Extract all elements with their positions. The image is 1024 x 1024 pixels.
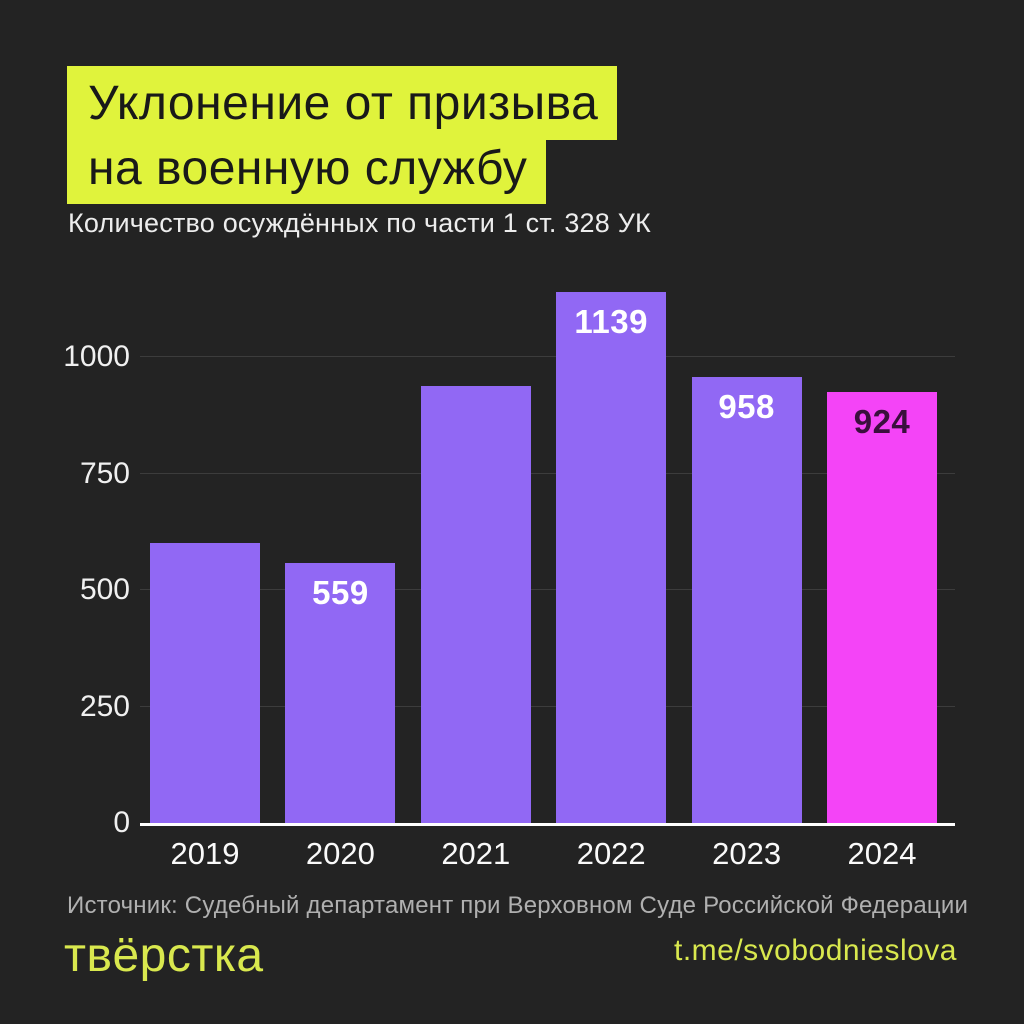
y-axis: 0 250 500 750 1000 bbox=[0, 270, 130, 839]
bar-value-label-2020: 559 bbox=[312, 573, 369, 611]
bar-2024: 924 bbox=[827, 392, 937, 826]
bar-value-label-2024: 924 bbox=[853, 403, 911, 441]
gridline-1000 bbox=[140, 356, 955, 357]
x-axis-label-2021: 2021 bbox=[441, 836, 511, 871]
page-title-line-2: на военную службу bbox=[67, 140, 547, 204]
y-axis-tick-label-250: 250 bbox=[79, 689, 130, 723]
x-axis-label-2020: 2020 bbox=[305, 836, 375, 871]
source-note: Источник: Судебный департамент при Верхо… bbox=[67, 892, 969, 919]
verstka-logo: твёрстка bbox=[64, 929, 264, 982]
plot-area: 559 1139 958 924 bbox=[140, 270, 955, 826]
bar-2019 bbox=[150, 543, 260, 826]
x-axis-label-2024: 2024 bbox=[847, 836, 917, 871]
x-axis-label-2023: 2023 bbox=[712, 836, 782, 871]
y-axis-tick-label-500: 500 bbox=[79, 573, 130, 606]
y-axis-tick-label-1000: 1000 bbox=[63, 340, 130, 373]
x-axis-baseline bbox=[140, 823, 955, 826]
y-axis-tick-label-750: 750 bbox=[79, 456, 130, 490]
bar-2022: 1139 bbox=[556, 292, 667, 826]
x-axis-label-2022: 2022 bbox=[576, 836, 646, 871]
bar-2023: 958 bbox=[691, 376, 802, 826]
telegram-link[interactable]: t.me/svobodnieslova bbox=[674, 934, 957, 967]
y-axis-tick-label-0: 0 bbox=[113, 806, 130, 839]
bar-value-label-2023: 958 bbox=[718, 387, 775, 425]
title-block: Уклонение от призыва на военную службу bbox=[67, 66, 618, 204]
gridline-250 bbox=[140, 705, 955, 707]
bar-value-label-2022: 1139 bbox=[574, 303, 648, 341]
bar-2020: 559 bbox=[285, 562, 396, 826]
gridline-750 bbox=[140, 472, 955, 474]
gridline-500 bbox=[140, 589, 955, 590]
page-title-line-1: Уклонение от призыва bbox=[67, 66, 618, 140]
x-axis: 2019 2020 2021 2022 2023 2024 bbox=[140, 836, 955, 880]
bar-2021 bbox=[420, 386, 531, 826]
chart-subtitle: Количество осуждённых по части 1 ст. 328… bbox=[68, 208, 651, 238]
x-axis-label-2019: 2019 bbox=[170, 836, 240, 871]
